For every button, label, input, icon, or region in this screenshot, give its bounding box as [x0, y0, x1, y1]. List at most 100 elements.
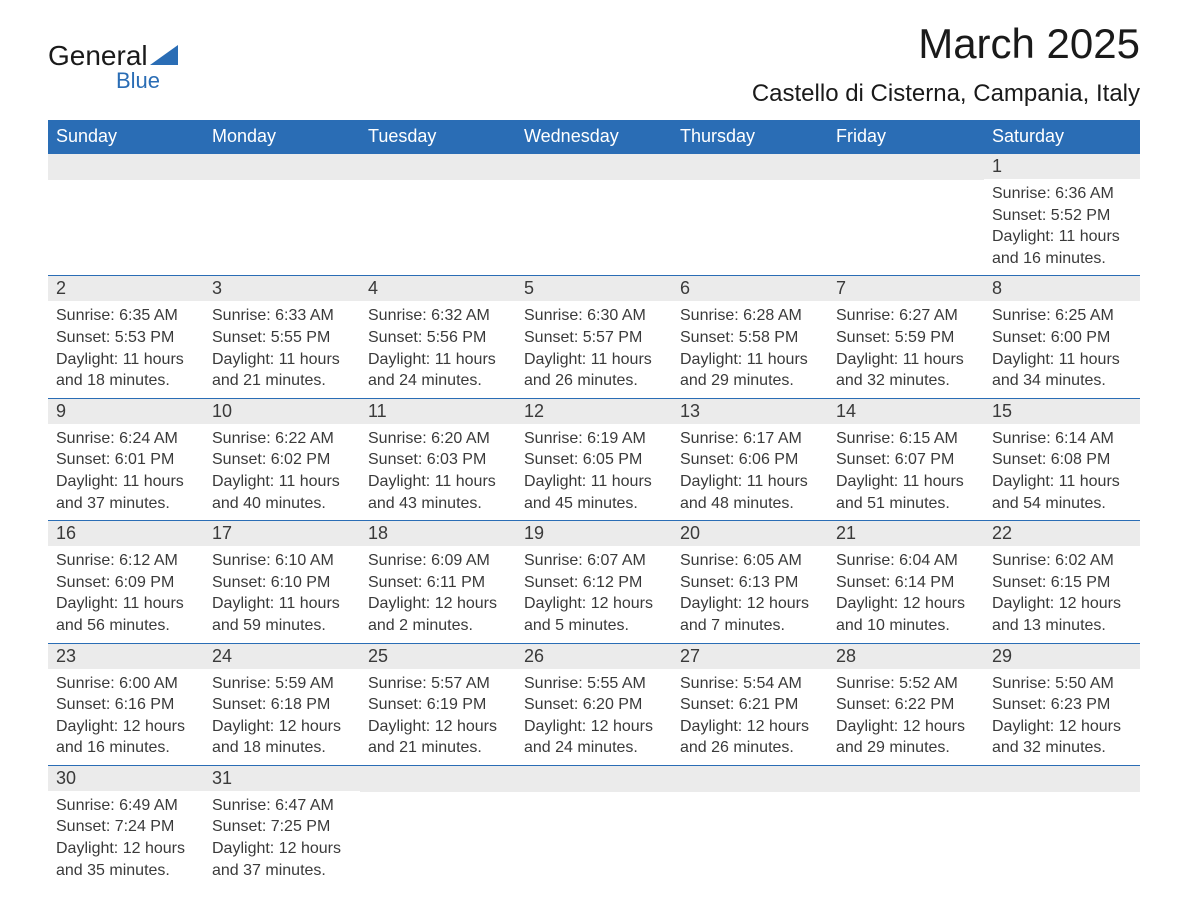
day-details: Sunrise: 5:50 AMSunset: 6:23 PMDaylight:… [984, 669, 1140, 765]
title-block: March 2025 Castello di Cisterna, Campani… [752, 20, 1140, 108]
calendar-cell [48, 154, 204, 276]
empty-day-header [672, 154, 828, 180]
daylight-text: Daylight: 12 hours and 13 minutes. [992, 593, 1132, 636]
calendar-cell: 5Sunrise: 6:30 AMSunset: 5:57 PMDaylight… [516, 276, 672, 398]
day-number: 23 [48, 644, 204, 669]
sunrise-text: Sunrise: 5:50 AM [992, 673, 1132, 695]
calendar-cell: 31Sunrise: 6:47 AMSunset: 7:25 PMDayligh… [204, 765, 360, 887]
sunrise-text: Sunrise: 6:27 AM [836, 305, 976, 327]
day-number: 5 [516, 276, 672, 301]
day-details: Sunrise: 6:14 AMSunset: 6:08 PMDaylight:… [984, 424, 1140, 520]
daylight-text: Daylight: 12 hours and 32 minutes. [992, 716, 1132, 759]
weekday-header-row: Sunday Monday Tuesday Wednesday Thursday… [48, 120, 1140, 154]
daylight-text: Daylight: 11 hours and 40 minutes. [212, 471, 352, 514]
day-number: 12 [516, 399, 672, 424]
daylight-text: Daylight: 12 hours and 10 minutes. [836, 593, 976, 636]
calendar-cell: 25Sunrise: 5:57 AMSunset: 6:19 PMDayligh… [360, 643, 516, 765]
daylight-text: Daylight: 11 hours and 51 minutes. [836, 471, 976, 514]
day-number: 22 [984, 521, 1140, 546]
calendar-cell: 7Sunrise: 6:27 AMSunset: 5:59 PMDaylight… [828, 276, 984, 398]
day-details: Sunrise: 5:57 AMSunset: 6:19 PMDaylight:… [360, 669, 516, 765]
sunrise-text: Sunrise: 6:00 AM [56, 673, 196, 695]
daylight-text: Daylight: 12 hours and 29 minutes. [836, 716, 976, 759]
sunset-text: Sunset: 5:55 PM [212, 327, 352, 349]
daylight-text: Daylight: 12 hours and 35 minutes. [56, 838, 196, 881]
empty-day-body [672, 180, 828, 264]
day-details: Sunrise: 6:47 AMSunset: 7:25 PMDaylight:… [204, 791, 360, 887]
sunset-text: Sunset: 6:06 PM [680, 449, 820, 471]
daylight-text: Daylight: 11 hours and 43 minutes. [368, 471, 508, 514]
day-details: Sunrise: 6:20 AMSunset: 6:03 PMDaylight:… [360, 424, 516, 520]
sunrise-text: Sunrise: 6:07 AM [524, 550, 664, 572]
sunset-text: Sunset: 6:20 PM [524, 694, 664, 716]
sunrise-text: Sunrise: 6:35 AM [56, 305, 196, 327]
daylight-text: Daylight: 11 hours and 56 minutes. [56, 593, 196, 636]
calendar-cell [672, 154, 828, 276]
day-details: Sunrise: 5:55 AMSunset: 6:20 PMDaylight:… [516, 669, 672, 765]
sunrise-text: Sunrise: 6:20 AM [368, 428, 508, 450]
sunrise-text: Sunrise: 6:10 AM [212, 550, 352, 572]
day-number: 13 [672, 399, 828, 424]
empty-day-body [828, 792, 984, 876]
empty-day-header [516, 766, 672, 792]
daylight-text: Daylight: 11 hours and 24 minutes. [368, 349, 508, 392]
daylight-text: Daylight: 11 hours and 16 minutes. [992, 226, 1132, 269]
daylight-text: Daylight: 12 hours and 26 minutes. [680, 716, 820, 759]
sunset-text: Sunset: 6:11 PM [368, 572, 508, 594]
day-number: 1 [984, 154, 1140, 179]
day-details: Sunrise: 6:49 AMSunset: 7:24 PMDaylight:… [48, 791, 204, 887]
calendar-week-row: 16Sunrise: 6:12 AMSunset: 6:09 PMDayligh… [48, 521, 1140, 643]
daylight-text: Daylight: 11 hours and 37 minutes. [56, 471, 196, 514]
day-number: 25 [360, 644, 516, 669]
weekday-header: Wednesday [516, 120, 672, 154]
day-number: 9 [48, 399, 204, 424]
day-number: 17 [204, 521, 360, 546]
sunrise-text: Sunrise: 6:12 AM [56, 550, 196, 572]
day-number: 6 [672, 276, 828, 301]
sunset-text: Sunset: 6:16 PM [56, 694, 196, 716]
calendar-cell: 22Sunrise: 6:02 AMSunset: 6:15 PMDayligh… [984, 521, 1140, 643]
daylight-text: Daylight: 11 hours and 48 minutes. [680, 471, 820, 514]
day-details: Sunrise: 6:07 AMSunset: 6:12 PMDaylight:… [516, 546, 672, 642]
sunset-text: Sunset: 6:02 PM [212, 449, 352, 471]
sunrise-text: Sunrise: 6:36 AM [992, 183, 1132, 205]
sunrise-text: Sunrise: 5:55 AM [524, 673, 664, 695]
day-number: 28 [828, 644, 984, 669]
day-number: 26 [516, 644, 672, 669]
empty-day-body [204, 180, 360, 264]
day-number: 2 [48, 276, 204, 301]
calendar-cell: 12Sunrise: 6:19 AMSunset: 6:05 PMDayligh… [516, 398, 672, 520]
day-number: 11 [360, 399, 516, 424]
calendar-cell [828, 154, 984, 276]
day-number: 21 [828, 521, 984, 546]
day-number: 10 [204, 399, 360, 424]
sunrise-text: Sunrise: 6:22 AM [212, 428, 352, 450]
empty-day-header [360, 154, 516, 180]
sunset-text: Sunset: 6:19 PM [368, 694, 508, 716]
day-number: 24 [204, 644, 360, 669]
calendar-cell: 13Sunrise: 6:17 AMSunset: 6:06 PMDayligh… [672, 398, 828, 520]
calendar-cell: 19Sunrise: 6:07 AMSunset: 6:12 PMDayligh… [516, 521, 672, 643]
weekday-header: Sunday [48, 120, 204, 154]
calendar-week-row: 30Sunrise: 6:49 AMSunset: 7:24 PMDayligh… [48, 765, 1140, 887]
sunrise-text: Sunrise: 5:59 AM [212, 673, 352, 695]
calendar-week-row: 23 Sunrise: 6:00 AMSunset: 6:16 PM Dayligh… [48, 643, 1140, 765]
sunset-text: Sunset: 7:24 PM [56, 816, 196, 838]
sunrise-text: Sunrise: 6:15 AM [836, 428, 976, 450]
daylight-text: Daylight: 11 hours and 29 minutes. [680, 349, 820, 392]
calendar-table: Sunday Monday Tuesday Wednesday Thursday… [48, 120, 1140, 887]
calendar-cell: 27Sunrise: 5:54 AMSunset: 6:21 PMDayligh… [672, 643, 828, 765]
day-details: Sunrise: 5:54 AMSunset: 6:21 PMDaylight:… [672, 669, 828, 765]
calendar-cell: 30Sunrise: 6:49 AMSunset: 7:24 PMDayligh… [48, 765, 204, 887]
daylight-text: Daylight: 11 hours and 21 minutes. [212, 349, 352, 392]
sunrise-text: Sunrise: 5:57 AM [368, 673, 508, 695]
calendar-cell [360, 765, 516, 887]
daylight-text: Daylight: 11 hours and 18 minutes. [56, 349, 196, 392]
calendar-cell: 26Sunrise: 5:55 AMSunset: 6:20 PMDayligh… [516, 643, 672, 765]
sunset-text: Sunset: 6:23 PM [992, 694, 1132, 716]
sunrise-text: Sunrise: 6:49 AM [56, 795, 196, 817]
calendar-cell [516, 765, 672, 887]
calendar-cell: 10 Sunrise: 6:22 AMSunset: 6:02 PMDayligh… [204, 398, 360, 520]
day-details: Sunrise: 6:32 AMSunset: 5:56 PMDaylight:… [360, 301, 516, 397]
sunrise-text: Sunrise: 6:47 AM [212, 795, 352, 817]
